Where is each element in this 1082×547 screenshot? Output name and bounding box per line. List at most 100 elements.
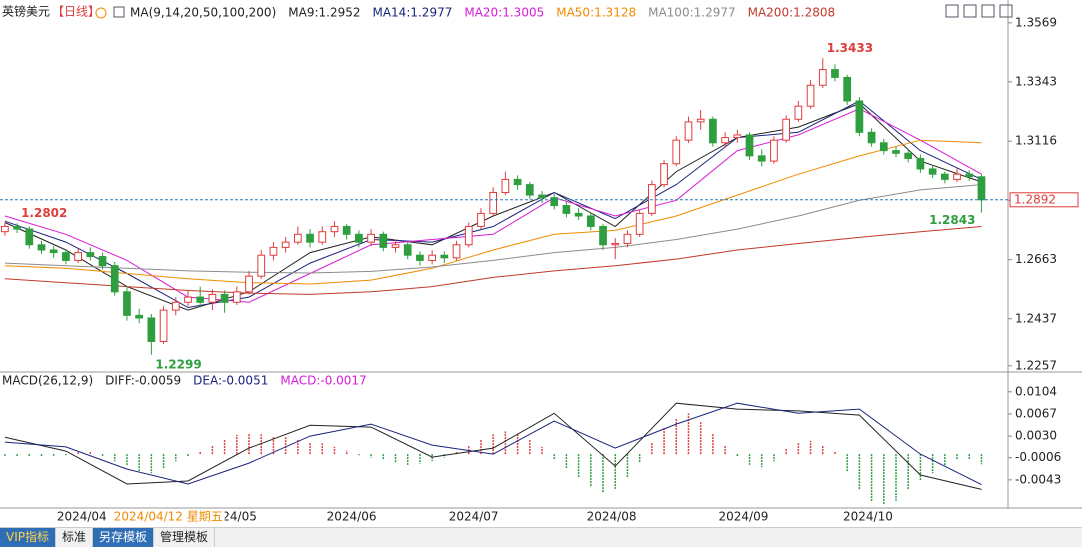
candle-body <box>464 225 473 246</box>
candle-body <box>123 291 131 316</box>
tab[interactable]: 另存模板 <box>93 528 155 547</box>
tab[interactable]: VIP指标 <box>0 528 56 547</box>
candle-body <box>147 317 156 343</box>
candle-body <box>379 233 388 248</box>
x-tick-label: 2024/04 <box>57 510 107 524</box>
y-tick-label: -0.0043 <box>1015 472 1061 486</box>
candle-body <box>367 233 375 243</box>
candle-body <box>782 118 790 141</box>
icon[interactable] <box>945 4 959 18</box>
y-tick-label: 1.2663 <box>1015 252 1057 266</box>
candle-body <box>794 105 803 120</box>
icon[interactable] <box>999 4 1013 18</box>
line-series <box>4 103 982 311</box>
candle-body <box>245 275 253 293</box>
candle-body <box>831 69 839 78</box>
cursor-label-bg <box>111 510 225 524</box>
candle-body <box>391 244 400 248</box>
candle-body <box>49 249 58 254</box>
legend-entry: DIFF:-0.0059 <box>105 374 181 388</box>
candle-body <box>623 233 632 244</box>
candle-body <box>513 178 522 186</box>
y-tick-label: 1.3569 <box>1015 15 1057 29</box>
candle-body <box>660 163 668 186</box>
candle-body <box>257 254 266 277</box>
candle-body <box>709 118 717 144</box>
candle-body <box>550 197 559 207</box>
candle-body <box>733 134 742 139</box>
legend-entry: MA100:1.2977 <box>648 6 736 20</box>
candle-body <box>648 184 656 214</box>
candle-body <box>806 84 815 107</box>
candle-body <box>355 233 363 243</box>
candle-body <box>892 150 900 154</box>
candle-body <box>477 212 485 227</box>
y-tick-label: 0.0030 <box>1015 429 1057 443</box>
candle-body <box>159 309 168 343</box>
candle-body <box>757 155 766 162</box>
candle-body <box>208 293 217 303</box>
candle-body <box>232 291 241 303</box>
candle-body <box>269 246 278 256</box>
price-annotation: 1.2802 <box>21 206 67 220</box>
candle-body <box>940 173 949 180</box>
settings-icon[interactable] <box>113 6 125 18</box>
candle-body <box>818 69 827 86</box>
candle-body <box>672 139 681 165</box>
add-icon[interactable] <box>95 7 107 19</box>
candle-body <box>489 191 498 214</box>
candle-body <box>843 76 852 102</box>
legend-entry: MA14:1.2977 <box>372 6 452 20</box>
candle-body <box>74 252 82 261</box>
line-series <box>4 184 982 274</box>
icon[interactable] <box>981 4 995 18</box>
y-tick-label: 1.3343 <box>1015 74 1057 88</box>
period[interactable]: 【日线】 <box>52 5 100 19</box>
legend-entry: MA50:1.3128 <box>556 6 636 20</box>
candle-body <box>342 225 351 235</box>
candle-body <box>428 254 436 261</box>
candle-body <box>965 173 974 178</box>
y-tick-label: 1.2257 <box>1015 358 1057 372</box>
candle-body <box>25 228 34 246</box>
candle-body <box>416 254 424 261</box>
candle-body <box>281 241 290 248</box>
candle-body <box>13 225 21 230</box>
candle-body <box>440 254 449 259</box>
y-tick-label: 1.3116 <box>1015 134 1057 148</box>
legend-entry: MA9:1.2952 <box>288 6 360 20</box>
candle-body <box>928 168 937 175</box>
y-tick-label: 0.0067 <box>1015 406 1057 420</box>
candle-body <box>916 157 925 170</box>
y-tick-label: 0.0104 <box>1015 384 1057 398</box>
candle-body <box>501 178 510 193</box>
candle-body <box>98 256 107 267</box>
candle-body <box>684 121 693 141</box>
x-tick-label: 2024/08 <box>587 510 637 524</box>
tab[interactable]: 管理模板 <box>154 528 216 547</box>
icon[interactable] <box>963 4 977 18</box>
price-annotation: 1.2843 <box>929 213 975 227</box>
candle-body <box>403 244 412 256</box>
legend-entry: MACD:-0.0017 <box>280 374 366 388</box>
tab-bar: VIP指标 标准 另存模板 管理模板 <box>0 527 1082 547</box>
candle-body <box>562 205 571 214</box>
x-tick-label: 2024/07 <box>449 510 499 524</box>
legend-entry: DEA:-0.0051 <box>193 374 268 388</box>
candle-body <box>879 142 888 152</box>
candle-body <box>135 314 144 319</box>
candle-body <box>611 242 620 246</box>
tab[interactable]: 标准 <box>56 528 94 547</box>
candle-body <box>318 231 327 243</box>
candle-body <box>293 233 302 243</box>
x-tick-label: 2024/10 <box>843 510 893 524</box>
candle-body <box>171 301 180 311</box>
candle-body <box>770 139 778 162</box>
candle-body <box>721 137 729 144</box>
candle-body <box>867 131 876 144</box>
indicator-title: MA(9,14,20,50,100,200) <box>130 6 276 20</box>
line-series <box>4 108 982 303</box>
candle-body <box>977 176 986 201</box>
symbol: 英镑美元 <box>2 4 50 19</box>
